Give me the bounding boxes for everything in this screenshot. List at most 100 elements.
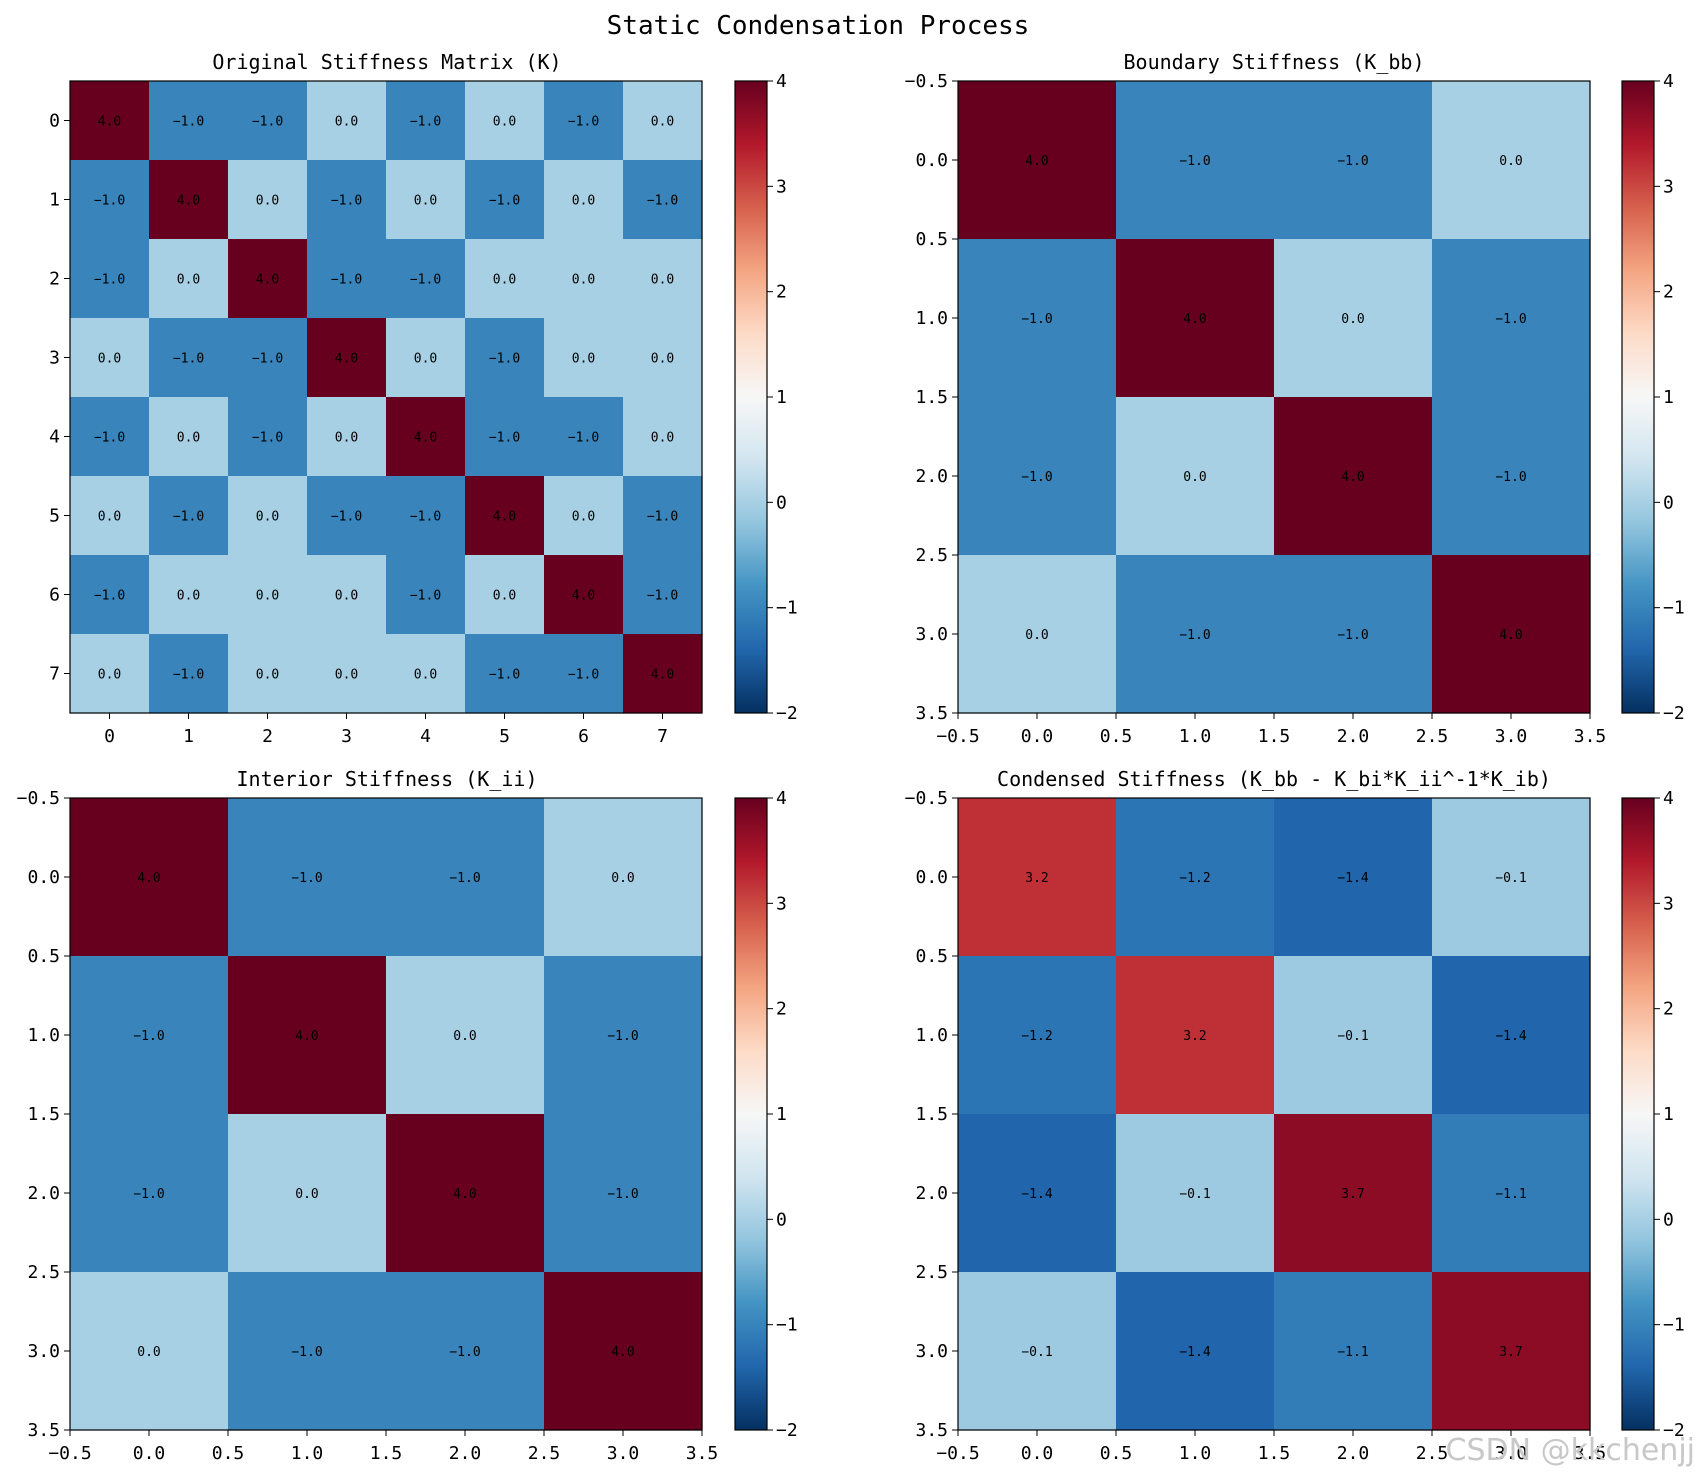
heatmap-cell-label: 0.0: [1499, 154, 1522, 169]
y-tick-label: 1.5: [27, 1104, 60, 1125]
heatmap-cell-label: 0.0: [256, 194, 279, 209]
heatmap-cell-label: −1.0: [331, 510, 362, 525]
heatmap-cell-label: 4.0: [1025, 154, 1048, 169]
x-tick-label: 1.0: [291, 1443, 324, 1464]
heatmap-cell-label: 4.0: [1183, 312, 1206, 327]
x-tick-label: 1.0: [1179, 1443, 1212, 1464]
panel-boundary-stiffness-heatmap: 4.0 −1.0 −1.0 0.0 −1.0 4.0 0.0 −1.0 −1.0 0.0 4.0 −1…: [905, 71, 1607, 747]
heatmap-cell-label: −1.4: [1179, 1345, 1210, 1360]
y-tick-label: 2.5: [915, 1262, 948, 1283]
colorbar-tick-label: 1: [1663, 1104, 1674, 1125]
heatmap-cell-label: 4.0: [572, 589, 595, 604]
panel-original-stiffness: Original Stiffness Matrix (K) 4.0 −1.0 −1.…: [49, 50, 798, 747]
heatmap-cell: [958, 81, 1117, 240]
heatmap-cell-label: 0.0: [493, 589, 516, 604]
heatmap-cell: [386, 1272, 545, 1431]
heatmap-cell-label: 0.0: [335, 668, 358, 683]
heatmap-cell-label: −1.0: [1179, 154, 1210, 169]
heatmap-cell-label: 4.0: [453, 1187, 476, 1202]
y-tick-label: 1.0: [915, 308, 948, 329]
y-tick-label: 3.0: [27, 1341, 60, 1362]
heatmap-cell: [386, 1114, 545, 1273]
heatmap-cell-label: 4.0: [414, 431, 437, 446]
x-tick-label: 2.0: [1337, 1443, 1370, 1464]
y-tick-label: 3.5: [27, 1420, 60, 1441]
heatmap-cell-label: 4.0: [177, 194, 200, 209]
heatmap-cell: [386, 318, 466, 398]
heatmap-cell: [544, 81, 624, 161]
y-tick-label: −0.5: [905, 71, 948, 92]
heatmap-cell: [1432, 81, 1591, 240]
heatmap-cell: [307, 397, 387, 477]
colorbar-tick-label: 2: [1663, 282, 1674, 303]
y-tick-label: 0.0: [915, 867, 948, 888]
heatmap-cell: [1274, 956, 1433, 1115]
heatmap-cell: [544, 318, 624, 398]
heatmap-cell: [70, 555, 150, 635]
watermark: CSDN @kkchenjj: [1446, 1433, 1695, 1468]
heatmap-cell: [1432, 1114, 1591, 1273]
y-tick-label: 2.5: [27, 1262, 60, 1283]
heatmap-cell-label: −1.0: [568, 115, 599, 130]
heatmap-cell: [228, 634, 308, 714]
heatmap-cell-label: 0.0: [611, 871, 634, 886]
heatmap-cell-label: −1.0: [410, 273, 441, 288]
heatmap-cell-label: 3.7: [1341, 1187, 1364, 1202]
heatmap-cell-label: −1.0: [331, 194, 362, 209]
heatmap-cell: [228, 318, 308, 398]
heatmap-cell: [307, 318, 387, 398]
heatmap-cell: [623, 397, 703, 477]
x-tick-label: 6: [578, 726, 589, 747]
heatmap-cell: [1116, 1272, 1275, 1431]
heatmap-cell: [307, 81, 387, 161]
colorbar-tick-label: 0: [776, 492, 787, 513]
heatmap-cell: [544, 1272, 703, 1431]
heatmap-cell: [1116, 555, 1275, 714]
panel-interior-stiffness-heatmap: 4.0 −1.0 −1.0 0.0 −1.0 4.0 0.0 −1.0 −1.0 0.0 4.0 −1…: [17, 788, 719, 1464]
heatmap-cell-label: −1.0: [647, 589, 678, 604]
heatmap-cell: [228, 798, 387, 957]
heatmap-cell-label: 3.2: [1025, 871, 1048, 886]
colorbar-tick-label: 2: [776, 999, 787, 1020]
heatmap-cell: [1432, 798, 1591, 957]
heatmap-cell: [1274, 1272, 1433, 1431]
heatmap-cell: [386, 555, 466, 635]
heatmap-cell-label: −1.0: [568, 668, 599, 683]
heatmap-cell-label: −1.4: [1021, 1187, 1052, 1202]
x-tick-label: 2.5: [528, 1443, 561, 1464]
y-tick-label: 3.5: [915, 1420, 948, 1441]
heatmap-cell-label: −1.0: [449, 871, 480, 886]
heatmap-cell-label: 3.2: [1183, 1029, 1206, 1044]
heatmap-cell-label: 4.0: [651, 668, 674, 683]
panel-original-stiffness-colorbar: −2 −1 0 1 2 3 4: [734, 71, 798, 724]
y-tick-label: 0.0: [27, 867, 60, 888]
heatmap-cell: [149, 81, 229, 161]
panel-boundary-stiffness-colorbar: −2 −1 0 1 2 3 4: [1621, 71, 1685, 724]
x-tick-label: −0.5: [48, 1443, 91, 1464]
heatmap-cell: [544, 634, 624, 714]
y-tick-label: 0.5: [915, 229, 948, 250]
heatmap-cell-label: 4.0: [256, 273, 279, 288]
panel-condensed-stiffness-heatmap: 3.2 −1.2 −1.4 −0.1 −1.2 3.2 −0.1 −1.4 −1.4 −0.1 3.…: [905, 788, 1607, 1464]
heatmap-cell: [958, 555, 1117, 714]
heatmap-cell: [1116, 239, 1275, 398]
x-tick-label: 1.0: [1179, 726, 1212, 747]
heatmap-cell-label: 0.0: [493, 273, 516, 288]
heatmap-cell-label: −1.0: [1337, 154, 1368, 169]
heatmap-cell-label: −1.0: [133, 1187, 164, 1202]
heatmap-cell: [228, 1272, 387, 1431]
heatmap-cell: [1274, 1114, 1433, 1273]
figure-title: Static Condensation Process: [607, 11, 1030, 41]
heatmap-cell: [465, 476, 545, 556]
colorbar-tick-label: 1: [776, 387, 787, 408]
heatmap-cell-label: 0.0: [572, 194, 595, 209]
heatmap-cell: [70, 798, 229, 957]
x-tick-label: 1.5: [1258, 1443, 1291, 1464]
heatmap-cell: [1432, 555, 1591, 714]
colorbar-tick-label: 2: [1663, 999, 1674, 1020]
heatmap-cell-label: 0.0: [651, 115, 674, 130]
heatmap-cell: [1116, 956, 1275, 1115]
heatmap-cell: [228, 160, 308, 240]
heatmap-cell-label: −1.4: [1495, 1029, 1526, 1044]
colorbar-tick-label: 3: [776, 893, 787, 914]
